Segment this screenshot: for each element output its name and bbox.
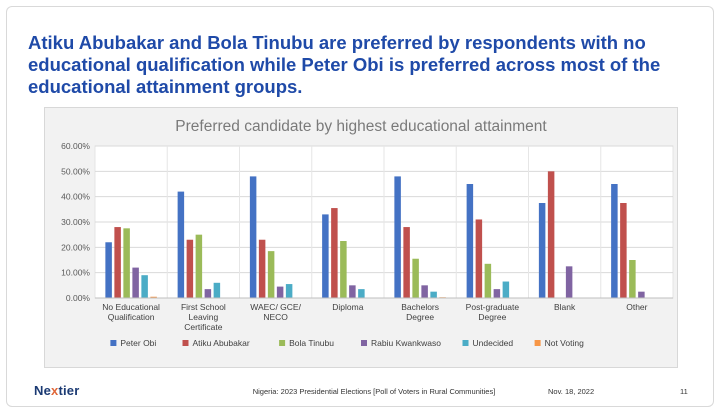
logo-text-prefix: Ne [34,383,52,398]
legend-label: Atiku Abubakar [193,338,250,348]
x-tick-label: Certificate [184,322,223,332]
y-tick-label: 40.00% [61,192,90,202]
slide-frame: Atiku Abubakar and Bola Tinubu are prefe… [6,6,714,407]
x-tick-label: Post-graduate [466,302,520,312]
page-number: 11 [680,387,688,396]
bar [358,289,365,298]
bar [466,184,474,298]
bar [421,285,428,298]
x-tick-label: Other [626,302,647,312]
bar [249,176,257,298]
bar [493,289,501,298]
bar [638,291,645,298]
bar [114,227,121,298]
legend-label: Undecided [473,338,514,348]
nextier-logo: Nextier [34,383,80,398]
footer-source: Nigeria: 2023 Presidential Elections [Po… [252,387,496,396]
bar [502,281,510,298]
bar [150,296,157,298]
y-tick-label: 50.00% [61,166,90,176]
bar [340,241,347,298]
bar [629,260,636,298]
bar [620,203,627,298]
legend-label: Rabiu Kwankwaso [371,338,441,348]
y-tick-label: 30.00% [61,217,90,227]
legend-swatch [110,340,117,346]
bar [123,228,130,298]
chart-title: Preferred candidate by highest education… [175,118,547,135]
logo-text-suffix: tier [58,383,80,398]
bar [349,285,356,298]
y-tick-label: 0.00% [66,293,91,303]
bar [322,214,329,298]
x-tick-label: Degree [478,312,506,322]
bar [186,239,194,298]
bar [331,208,338,298]
bar [213,282,221,298]
x-tick-label: Blank [554,302,576,312]
bar [195,234,203,298]
x-tick-label: Leaving [188,312,218,322]
legend-label: Not Voting [545,338,584,348]
footer-date: Nov. 18, 2022 [548,387,595,396]
legend-swatch [182,340,189,346]
bar-chart: 0.00% 10.00% 20.00% 30.00% 40.00% 50.00% 60.00… [61,141,674,348]
bar [276,286,284,298]
logo-text-x: x [51,383,59,398]
bar [475,219,483,298]
x-tick-label: First School [181,302,226,312]
bar [412,258,419,298]
legend-swatch [462,340,469,346]
legend-label: Bola Tinubu [289,338,334,348]
legend-swatch [279,340,286,346]
y-tick-label: 20.00% [61,242,90,252]
bar [177,191,185,298]
bar [132,267,139,298]
x-tick-label: Qualification [108,312,155,322]
legend-label: Peter Obi [120,338,156,348]
slide-headline: Atiku Abubakar and Bola Tinubu are prefe… [28,32,661,97]
bar [204,289,212,298]
bar [538,203,546,298]
bar [484,263,492,298]
bar [105,242,112,298]
chart-container: Preferred candidate by highest education… [44,107,678,368]
bar [285,284,293,298]
x-tick-label: No Educational [102,302,160,312]
legend-swatch [361,340,367,346]
bar [394,176,401,298]
y-tick-label: 10.00% [61,268,90,278]
x-tick-label: NECO [263,312,288,322]
bar [547,171,555,298]
x-tick-label: WAEC/ GCE/ [250,302,301,312]
bar [267,251,275,298]
x-tick-label: Diploma [332,302,363,312]
bar [403,227,410,298]
bar [565,266,573,298]
bar [258,239,266,298]
y-tick-label: 60.00% [61,141,90,151]
legend-swatch [534,340,541,346]
bar [611,184,618,298]
bar [141,275,148,298]
x-tick-label: Bachelors [401,302,439,312]
bar [430,291,437,298]
x-tick-label: Degree [406,312,434,322]
